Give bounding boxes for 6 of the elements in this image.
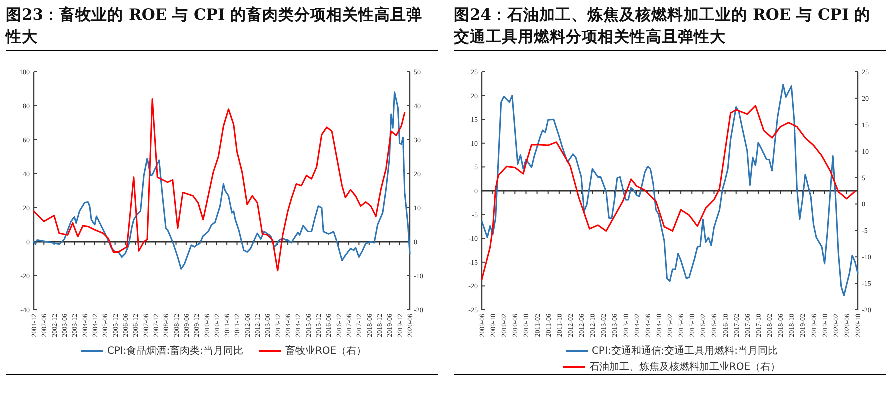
legend-label: CPI:交通和通信:交通工具用燃料:当月同比: [592, 344, 778, 358]
legend-label: 石油加工、炼焦及核燃料加工业ROE（右）: [589, 360, 781, 374]
legend-label: 畜牧业ROE（右）: [285, 344, 367, 358]
chart-title: 图23：畜牧业的 ROE 与 CPI 的畜肉类分项相关性高且弹性大: [6, 4, 438, 51]
chart-title: 图24：石油加工、炼焦及核燃料加工业的 ROE 与 CPI 的交通工具用燃料分项相关性高且弹性大: [454, 4, 886, 51]
legend-label: CPI:食品烟酒:畜肉类:当月同比: [107, 344, 244, 358]
